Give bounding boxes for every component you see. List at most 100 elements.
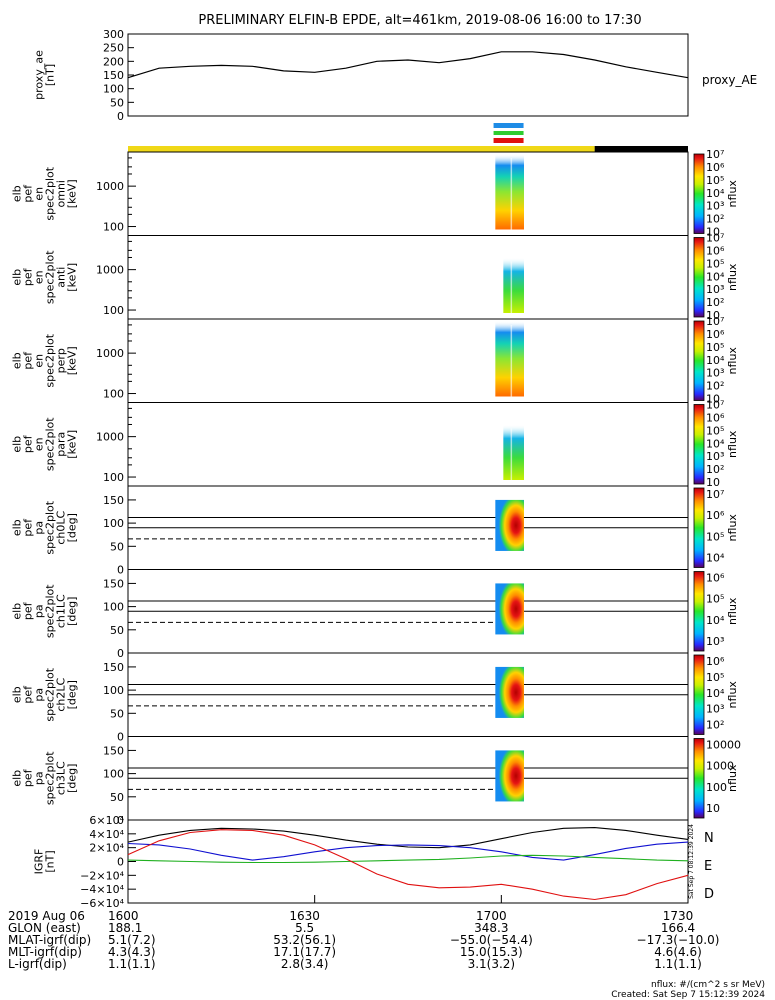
colorbar-tick: 10⁴ (706, 552, 725, 565)
ae-ylabel: proxy_ae[nT] (33, 50, 57, 100)
colorbar-label: nflux (726, 681, 739, 709)
colorbar-tick: 10³ (706, 635, 724, 648)
colorbar-tick: 10⁷ (706, 232, 724, 245)
footer-line: Created: Sat Sep 7 15:12:39 2024 (611, 990, 765, 1000)
ylabel-line: [keV] (66, 346, 79, 375)
igrf-legend-D: D (704, 887, 714, 902)
ylabel-line: para (55, 432, 68, 457)
ylabel-line: pef (22, 685, 35, 704)
spec-ytick-label: 100 (103, 388, 124, 401)
ylabel-line: [keV] (66, 179, 79, 208)
ae-ytick-label: 200 (103, 55, 124, 68)
spectrogram-panel-1 (127, 235, 689, 320)
pitch-ytick-label: 150 (103, 744, 124, 757)
time-cell: 1630 (289, 909, 320, 923)
pitch-data (495, 499, 524, 551)
time-row-label: MLAT-igrf(dip) (8, 933, 91, 947)
igrf-series-D (127, 829, 689, 901)
ylabel-line: elb (11, 519, 24, 536)
footer-line: nflux: #/(cm^2 s sr MeV) (651, 980, 765, 990)
spectrogram-data (495, 154, 524, 230)
time-cell: 2.8(3.4) (281, 957, 329, 971)
igrf-ytick-label: 0 (117, 856, 124, 869)
time-cell: 5.5 (295, 921, 314, 935)
colorbar (693, 153, 705, 234)
ae-ytick-label: 0 (117, 110, 124, 123)
time-cell: 4.3(4.3) (108, 945, 156, 959)
ylabel-line: IGRF (33, 849, 46, 875)
time-row-label: L-igrf(dip) (8, 957, 67, 971)
pitch-ytick-label: 0 (117, 731, 124, 744)
colorbar-tick: 10⁶ (706, 161, 725, 174)
colorbar (693, 487, 705, 568)
spectrogram-panel-3 (127, 402, 689, 487)
colorbar-label: nflux (726, 764, 739, 792)
pitch-ytick-label: 100 (103, 768, 124, 781)
colorbar-tick: 10² (706, 213, 724, 226)
colorbar-tick: 10⁷ (706, 148, 724, 161)
colorbar-tick: 10⁵ (706, 174, 724, 187)
colorbar-tick: 10³ (706, 703, 724, 716)
colorbar-tick: 10⁷ (706, 488, 724, 501)
igrf-side-label: Sat Sep 7 08:12:39 2024 (688, 824, 695, 899)
status-marker-red (493, 138, 524, 143)
ylabel-line: pa (33, 688, 46, 702)
pitch-ytick-label: 50 (110, 624, 124, 637)
ylabel-line: ch1LC (55, 594, 68, 628)
igrf-ytick-label: 4×10⁴ (89, 828, 124, 841)
colorbar-tick: 10⁴ (706, 354, 725, 367)
plot-layer: 050100150200250300proxy_AEproxy_ae[nT]10… (8, 28, 765, 1000)
colorbar-tick: 10 (706, 393, 720, 406)
spectrogram-data (503, 257, 524, 313)
pitch-data (495, 666, 524, 718)
colorbar-tick: 10⁷ (706, 399, 724, 412)
ylabel-line: en (33, 354, 46, 368)
colorbar-tick: 10⁴ (706, 614, 725, 627)
plot-title: PRELIMINARY ELFIN-B EPDE, alt=461km, 201… (198, 13, 641, 28)
ylabel-line: spec2plot (44, 417, 57, 471)
ylabel-line: spec2plot (44, 751, 57, 805)
ylabel-line: spec2plot (44, 166, 57, 220)
colorbar-tick: 10000 (706, 739, 741, 752)
ylabel-line: [deg] (66, 513, 79, 542)
pitch-data (495, 583, 524, 635)
colorbar-tick: 10⁶ (706, 328, 725, 341)
ylabel-line: [keV] (66, 430, 79, 459)
igrf-ytick-label: 2×10⁴ (89, 842, 124, 855)
colorbar-tick: 10³ (706, 367, 724, 380)
pitch-data (495, 750, 524, 802)
colorbar-tick: 10⁵ (706, 671, 724, 684)
ylabel-line: elb (11, 269, 24, 286)
ae-legend: proxy_AE (702, 73, 757, 87)
colorbar-tick: 10³ (706, 283, 724, 296)
colorbar (693, 237, 705, 318)
time-row-label: 2019 Aug 06 (8, 909, 85, 923)
pitch-ytick-label: 150 (103, 494, 124, 507)
colorbar-label: nflux (726, 597, 739, 625)
time-cell: 348.3 (474, 921, 508, 935)
time-cell: 1.1(1.1) (654, 957, 702, 971)
colorbar-tick: 10⁴ (706, 437, 725, 450)
spectrogram-panel-2 (127, 318, 689, 403)
time-cell: −17.3(−10.0) (637, 933, 720, 947)
colorbar-tick: 10 (706, 476, 720, 489)
colorbar-tick: 10² (706, 380, 724, 393)
ae-ytick-label: 300 (103, 28, 124, 41)
ylabel-line: [nT] (44, 64, 57, 86)
spec-ytick-label: 1000 (96, 431, 124, 444)
ylabel-line: proxy_ae (33, 50, 46, 100)
colorbar-tick: 10 (706, 309, 720, 322)
ylabel-line: en (33, 270, 46, 284)
pitch-ytick-label: 100 (103, 517, 124, 530)
ylabel-line: elb (11, 770, 24, 787)
ylabel-line: spec2plot (44, 667, 57, 721)
colorbar-tick: 10⁵ (706, 341, 724, 354)
igrf-legend-E: E (704, 859, 712, 874)
pitch-ytick-label: 150 (103, 661, 124, 674)
